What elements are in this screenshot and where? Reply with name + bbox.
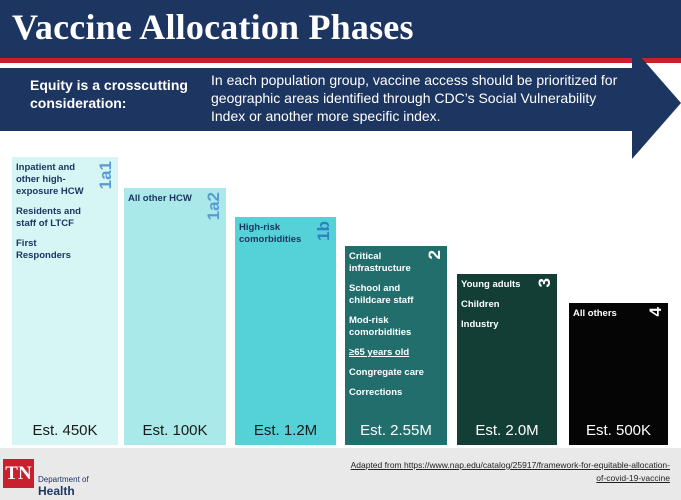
equity-arrow bbox=[0, 47, 681, 159]
phase-item: All others bbox=[573, 308, 617, 319]
phase-item: ≥65 years old bbox=[349, 347, 410, 358]
health-label: Health bbox=[38, 484, 75, 498]
phase-label: 2 bbox=[425, 250, 444, 260]
source-link[interactable]: Adapted from https://www.nap.edu/catalog… bbox=[350, 460, 670, 483]
phase-column-4: All others 4 Est. 500K bbox=[569, 303, 668, 445]
phase-item: All other HCW bbox=[128, 193, 192, 204]
phase-item: Residents and staff of LTCF bbox=[16, 206, 81, 229]
tn-logo: TN bbox=[3, 459, 34, 488]
phase-item: Mod-risk comorbidities bbox=[349, 315, 412, 338]
estimate-label: Est. 500K bbox=[585, 422, 652, 439]
phase-item: First Responders bbox=[16, 238, 71, 261]
estimate-label: Est. 100K bbox=[142, 422, 208, 439]
estimate-label: Est. 2.0M bbox=[475, 422, 539, 439]
phase-item: Young adults bbox=[461, 279, 521, 290]
equity-statement: In each population group, vaccine access… bbox=[211, 72, 618, 124]
phase-label: 1a1 bbox=[96, 161, 115, 190]
white-stripe bbox=[0, 63, 681, 66]
phase-label: 3 bbox=[535, 278, 554, 288]
red-stripe bbox=[0, 58, 681, 63]
phase-label: 4 bbox=[646, 307, 665, 317]
phase-item: Industry bbox=[461, 319, 499, 330]
estimate-label: Est. 2.55M bbox=[360, 422, 432, 439]
phase-column-3: Young adults Children Industry 3 Est. 2.… bbox=[457, 274, 557, 445]
phase-item: Inpatient and other high-exposure HCW bbox=[16, 162, 84, 197]
phase-column-1a2: All other HCW 1a2 Est. 100K bbox=[124, 188, 226, 445]
phase-column-1a1: Inpatient and other high-exposure HCW Re… bbox=[12, 157, 118, 445]
phase-item: Critical infrastructure bbox=[349, 251, 411, 274]
phase-column-1b: High-risk comorbidities 1b Est. 1.2M bbox=[235, 217, 336, 445]
phase-label: 1b bbox=[314, 221, 333, 241]
estimate-label: Est. 1.2M bbox=[253, 422, 318, 439]
phase-item: Corrections bbox=[349, 387, 403, 398]
phase-item: Congregate care bbox=[349, 367, 424, 378]
phase-item: Children bbox=[461, 299, 500, 310]
page-title: Vaccine Allocation Phases bbox=[12, 7, 414, 47]
phase-label: 1a2 bbox=[204, 192, 223, 221]
equity-label: Equity is a crosscutting consideration: bbox=[30, 77, 188, 111]
phase-item: High-risk comorbidities bbox=[239, 222, 302, 245]
footer-bar bbox=[0, 448, 681, 500]
estimate-label: Est. 450K bbox=[32, 422, 98, 439]
phase-column-2: Critical infrastructure School and child… bbox=[345, 246, 447, 445]
phase-item: School and childcare staff bbox=[349, 283, 414, 306]
department-label: Department of bbox=[38, 475, 89, 484]
title-banner: Vaccine Allocation Phases bbox=[0, 0, 681, 58]
